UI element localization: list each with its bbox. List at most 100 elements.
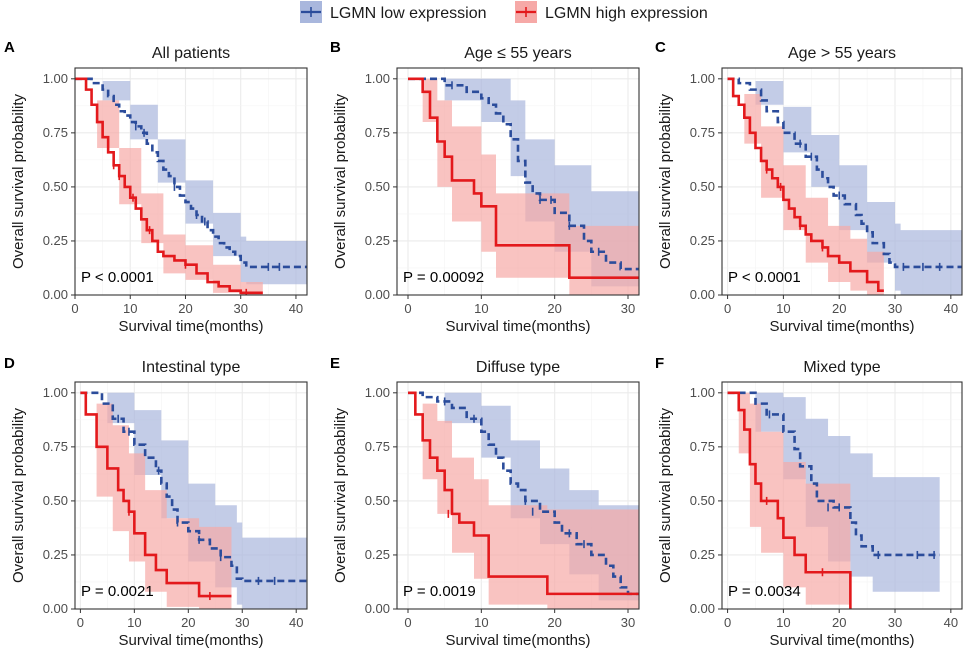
survival-curve-high	[727, 391, 852, 609]
y-axis-label: Overall survival probability	[10, 407, 27, 583]
x-tick-label: 20	[832, 301, 846, 316]
x-tick-label: 20	[178, 301, 192, 316]
y-axis-label: Overall survival probability	[657, 407, 674, 583]
ci-band-high	[727, 392, 851, 609]
y-tick-label: 0.75	[690, 125, 715, 140]
x-tick-label: 20	[547, 301, 561, 316]
panel-title: Intestinal type	[142, 359, 241, 376]
x-tick-label: 40	[944, 301, 958, 316]
x-tick-label: 30	[621, 615, 635, 630]
panel-f: 0 10 20 30 40 0.00 0.25 0.50 0.75 1.00 Mixed type S…	[655, 355, 963, 649]
y-axis-label: Overall survival probability	[332, 93, 349, 269]
plot-border	[74, 67, 308, 296]
y-tick-label: 0.25	[690, 233, 715, 248]
y-tick-label: 0.25	[43, 547, 68, 562]
series-layer	[75, 77, 307, 295]
series-layer	[408, 391, 639, 609]
y-axis-label: Overall survival probability	[332, 407, 349, 583]
y-tick-label: 0.75	[43, 439, 68, 454]
y-tick-label: 0.50	[690, 493, 715, 508]
panel-title: Mixed type	[803, 359, 880, 376]
axes: 0 10 20 30 40 0.00 0.25 0.50 0.75 1.00	[43, 385, 304, 630]
survival-curve-high	[408, 391, 639, 596]
panels: 0 10 20 30 40 0.00 0.25 0.50 0.75 1.00 All patient…	[4, 39, 963, 649]
survival-curve-low	[408, 77, 639, 271]
x-axis-label: Survival time(months)	[769, 318, 914, 335]
x-tick-label: 30	[233, 301, 247, 316]
y-tick-label: 0.00	[690, 287, 715, 302]
legend-entry-low: LGMN low expression	[300, 1, 487, 23]
panel-e: 0 10 20 30 0.00 0.25 0.50 0.75 1.00 Diffuse type S…	[330, 355, 640, 649]
panel-letter: A	[4, 39, 15, 56]
panel-title: Age ≤ 55 years	[464, 45, 572, 62]
x-axis-label: Survival time(months)	[445, 632, 590, 649]
legend: LGMN low expression LGMN high expression	[300, 1, 708, 23]
y-tick-label: 0.75	[690, 439, 715, 454]
y-tick-label: 0.75	[43, 125, 68, 140]
y-tick-label: 0.25	[365, 233, 390, 248]
y-tick-label: 0.00	[690, 601, 715, 616]
y-axis-label: Overall survival probability	[10, 93, 27, 269]
y-tick-label: 0.25	[43, 233, 68, 248]
x-tick-label: 0	[404, 615, 411, 630]
y-tick-label: 0.75	[365, 125, 390, 140]
x-tick-label: 40	[289, 301, 303, 316]
x-tick-label: 30	[621, 301, 635, 316]
y-tick-label: 0.00	[365, 287, 390, 302]
x-tick-label: 20	[547, 615, 561, 630]
legend-entry-high: LGMN high expression	[515, 1, 708, 23]
x-tick-label: 30	[888, 615, 902, 630]
panel-c: 0 10 20 30 40 0.00 0.25 0.50 0.75 1.00 Age > 55 ye…	[655, 39, 963, 335]
axes: 0 10 20 30 40 0.00 0.25 0.50 0.75 1.00	[43, 71, 303, 316]
y-tick-label: 0.50	[365, 179, 390, 194]
y-tick-label: 1.00	[43, 385, 68, 400]
plot-border	[396, 381, 640, 610]
y-axis-label: Overall survival probability	[657, 93, 674, 269]
x-axis-label: Survival time(months)	[445, 318, 590, 335]
y-tick-label: 1.00	[690, 385, 715, 400]
ci-band-low	[75, 78, 307, 285]
plot-border	[396, 67, 640, 296]
x-tick-label: 20	[832, 615, 846, 630]
p-value: P < 0.0001	[81, 269, 154, 286]
x-tick-label: 0	[404, 301, 411, 316]
ci-band-high	[727, 78, 884, 295]
axes: 0 10 20 30 0.00 0.25 0.50 0.75 1.00	[365, 385, 636, 630]
axes: 0 10 20 30 40 0.00 0.25 0.50 0.75 1.00	[690, 385, 958, 630]
x-tick-label: 10	[123, 301, 137, 316]
y-tick-label: 0.25	[365, 547, 390, 562]
y-tick-label: 1.00	[365, 71, 390, 86]
y-tick-label: 0.00	[43, 287, 68, 302]
x-tick-label: 30	[235, 615, 249, 630]
panel-title: Diffuse type	[476, 359, 560, 376]
series-layer	[408, 77, 639, 295]
survival-curve-high	[75, 77, 263, 295]
panel-d: 0 10 20 30 40 0.00 0.25 0.50 0.75 1.00 Intestinal …	[4, 355, 308, 649]
p-value: P = 0.0021	[81, 583, 154, 600]
survival-curve-high	[80, 391, 232, 598]
x-tick-label: 10	[474, 301, 488, 316]
axes: 0 10 20 30 40 0.00 0.25 0.50 0.75 1.00	[690, 71, 958, 316]
series-layer	[727, 391, 940, 609]
survival-curve-low	[727, 391, 940, 557]
panel-a: 0 10 20 30 40 0.00 0.25 0.50 0.75 1.00 All patient…	[4, 39, 308, 335]
p-value: P = 0.0019	[403, 583, 476, 600]
y-tick-label: 0.50	[43, 179, 68, 194]
panel-letter: C	[655, 39, 666, 56]
survival-curve-low	[408, 391, 639, 596]
survival-curve-high	[408, 77, 639, 280]
p-value: P < 0.0001	[728, 269, 801, 286]
y-tick-label: 0.25	[690, 547, 715, 562]
y-tick-label: 0.75	[365, 439, 390, 454]
ci-band-high	[408, 392, 639, 609]
x-tick-label: 10	[776, 615, 790, 630]
panel-letter: D	[4, 355, 15, 372]
survival-curve-low	[75, 77, 307, 269]
y-tick-label: 0.00	[43, 601, 68, 616]
x-tick-label: 10	[776, 301, 790, 316]
panel-title: All patients	[152, 45, 230, 62]
panel-letter: F	[655, 355, 664, 372]
axes: 0 10 20 30 0.00 0.25 0.50 0.75 1.00	[365, 71, 636, 316]
y-tick-label: 1.00	[690, 71, 715, 86]
